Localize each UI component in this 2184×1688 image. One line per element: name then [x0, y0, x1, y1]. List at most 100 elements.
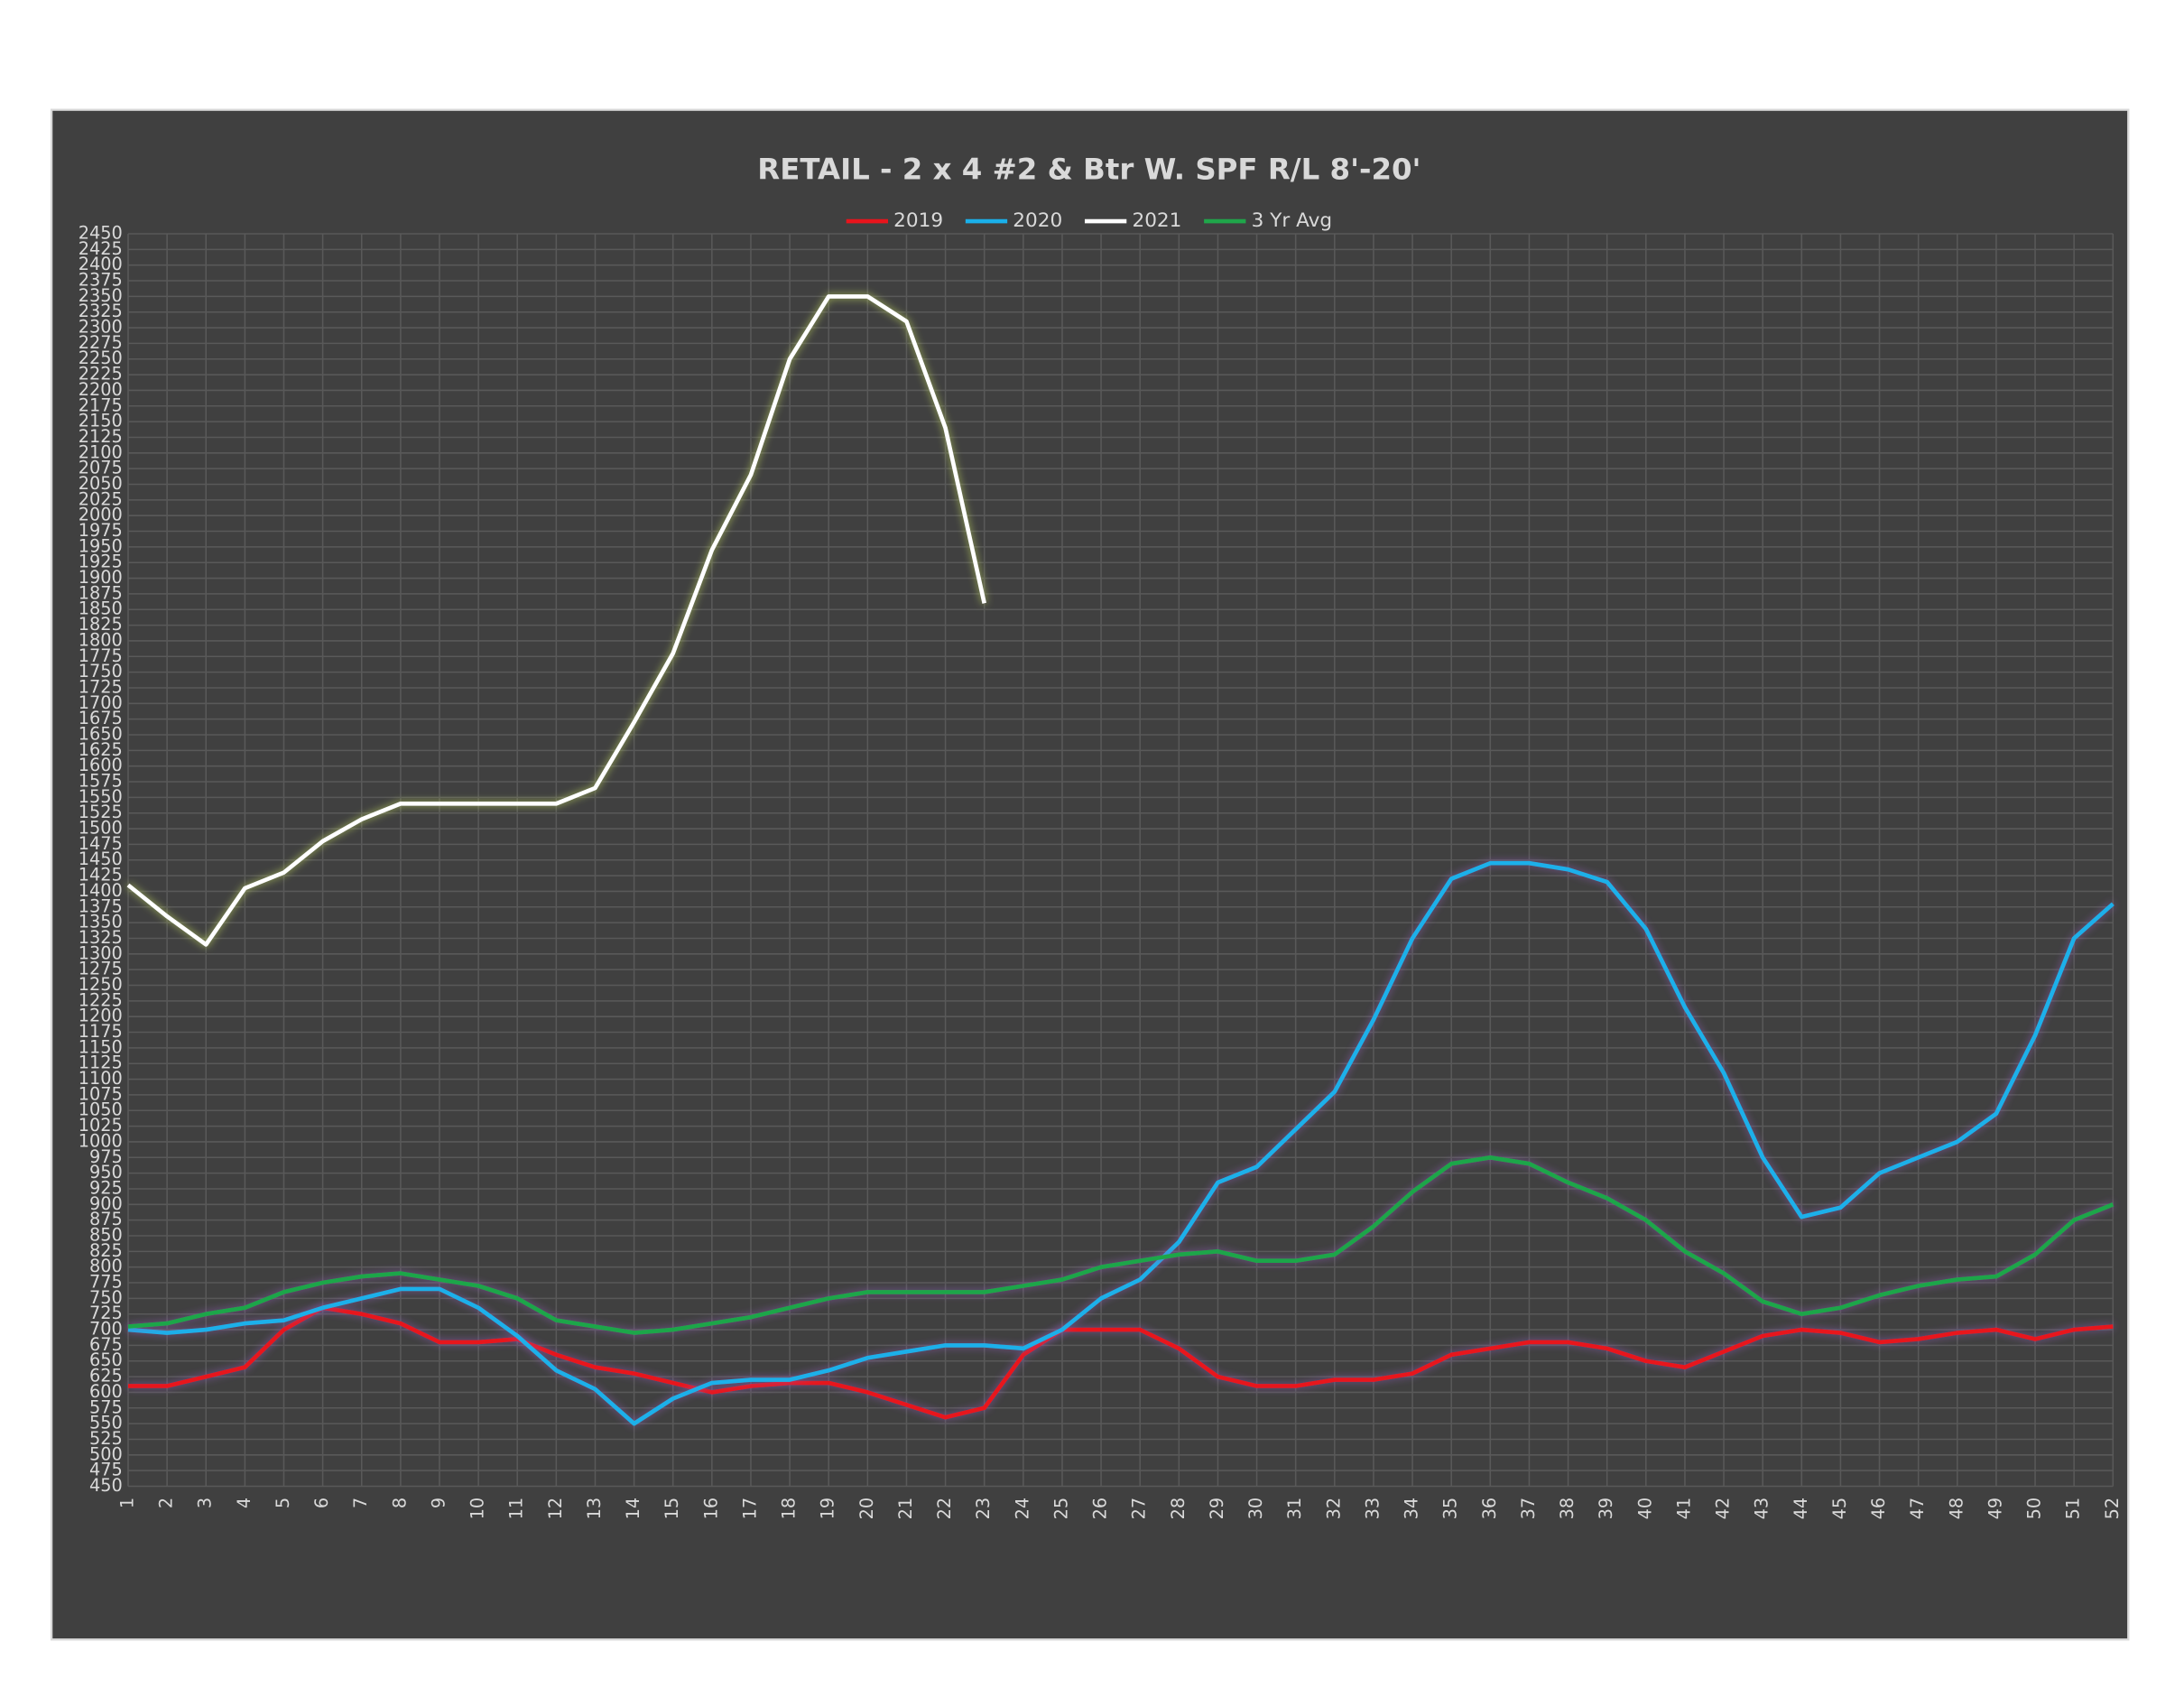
y-tick-label: 1350 [79, 912, 123, 932]
x-tick-label: 13 [584, 1498, 605, 1520]
y-tick-label: 1400 [79, 880, 123, 901]
y-tick-label: 900 [89, 1193, 123, 1214]
legend-label: 3 Yr Avg [1252, 209, 1333, 232]
y-tick-label: 700 [89, 1319, 123, 1340]
x-tick-label: 45 [1829, 1498, 1850, 1520]
y-tick-label: 1550 [79, 786, 123, 807]
x-tick-label: 20 [856, 1498, 877, 1520]
y-tick-label: 1050 [79, 1099, 123, 1120]
y-tick-label: 1525 [79, 802, 123, 822]
x-tick-label: 31 [1284, 1498, 1305, 1520]
y-tick-label: 2025 [79, 488, 123, 509]
y-tick-label: 1200 [79, 1006, 123, 1026]
y-tick-label: 1975 [79, 520, 123, 541]
x-tick-label: 21 [895, 1498, 916, 1520]
x-tick-label: 1 [116, 1498, 137, 1508]
series-line [127, 1155, 2115, 1335]
y-tick-label: 1575 [79, 771, 123, 792]
y-tick-label: 1250 [79, 974, 123, 995]
legend-label: 2019 [893, 209, 943, 232]
x-tick-label: 16 [700, 1498, 721, 1520]
y-tick-label: 475 [89, 1460, 123, 1480]
x-tick-label: 4 [234, 1498, 254, 1508]
y-tick-label: 2325 [79, 301, 123, 321]
x-tick-label: 40 [1634, 1498, 1655, 1520]
y-tick-label: 725 [89, 1303, 123, 1323]
x-tick-label: 37 [1518, 1498, 1539, 1520]
chart-title: RETAIL - 2 x 4 #2 & Btr W. SPF R/L 8'-20… [757, 153, 1421, 187]
x-tick-label: 42 [1713, 1498, 1734, 1520]
x-tick-label: 49 [1985, 1498, 2005, 1520]
y-tick-label: 1950 [79, 535, 123, 556]
y-tick-label: 1125 [79, 1053, 123, 1073]
y-tick-label: 675 [89, 1334, 123, 1355]
x-tick-label: 52 [2102, 1498, 2123, 1520]
series-line [127, 860, 2115, 1426]
y-tick-label: 1375 [79, 895, 123, 916]
x-tick-label: 36 [1479, 1498, 1500, 1520]
y-tick-label: 1800 [79, 629, 123, 650]
x-tick-label: 15 [662, 1498, 682, 1520]
y-tick-label: 450 [89, 1475, 123, 1496]
y-tick-label: 2150 [79, 411, 123, 431]
x-tick-label: 11 [506, 1498, 527, 1520]
y-tick-label: 1000 [79, 1130, 123, 1151]
x-tick-label: 41 [1673, 1498, 1694, 1520]
x-tick-label: 22 [934, 1498, 955, 1520]
x-tick-label: 28 [1168, 1498, 1189, 1520]
y-tick-label: 525 [89, 1428, 123, 1449]
y-tick-label: 800 [89, 1256, 123, 1276]
y-tick-label: 2125 [79, 426, 123, 447]
x-tick-label: 50 [2024, 1498, 2045, 1520]
y-tick-label: 750 [89, 1287, 123, 1308]
y-tick-label: 1500 [79, 818, 123, 839]
x-tick-label: 51 [2063, 1498, 2084, 1520]
y-tick-label: 2250 [79, 348, 123, 368]
x-tick-label: 48 [1946, 1498, 1967, 1520]
x-tick-label: 2 [156, 1498, 177, 1508]
y-tick-label: 1600 [79, 755, 123, 775]
x-tick-label: 46 [1868, 1498, 1889, 1520]
y-tick-label: 1775 [79, 645, 123, 666]
y-tick-label: 2425 [79, 238, 123, 259]
y-tick-label: 775 [89, 1272, 123, 1293]
x-tick-label: 39 [1596, 1498, 1616, 1520]
x-tick-label: 27 [1129, 1498, 1150, 1520]
y-tick-label: 925 [89, 1177, 123, 1198]
y-tick-label: 600 [89, 1381, 123, 1402]
x-tick-label: 18 [779, 1498, 800, 1520]
y-tick-label: 2375 [79, 270, 123, 291]
x-tick-label: 19 [818, 1498, 838, 1520]
x-tick-label: 3 [195, 1498, 216, 1508]
y-tick-label: 2050 [79, 473, 123, 494]
y-tick-label: 875 [89, 1209, 123, 1229]
y-tick-label: 2000 [79, 505, 123, 525]
y-tick-label: 1625 [79, 739, 123, 760]
legend-label: 2020 [1013, 209, 1062, 232]
y-tick-label: 2225 [79, 364, 123, 385]
y-tick-label: 500 [89, 1443, 123, 1464]
y-tick-label: 1325 [79, 927, 123, 948]
x-tick-label: 12 [545, 1498, 566, 1520]
x-tick-label: 10 [467, 1498, 488, 1520]
x-tick-label: 24 [1012, 1498, 1032, 1520]
y-tick-label: 1650 [79, 723, 123, 744]
y-tick-label: 2175 [79, 394, 123, 415]
y-tick-label: 2275 [79, 332, 123, 353]
x-tick-label: 6 [311, 1498, 332, 1508]
y-tick-label: 650 [89, 1349, 123, 1370]
y-tick-label: 625 [89, 1366, 123, 1387]
x-tick-label: 38 [1557, 1498, 1578, 1520]
chart-area [50, 108, 2130, 1641]
y-tick-label: 825 [89, 1240, 123, 1261]
x-tick-label: 32 [1323, 1498, 1344, 1520]
x-tick-label: 7 [350, 1498, 371, 1508]
x-tick-label: 9 [428, 1498, 449, 1508]
y-tick-label: 1475 [79, 833, 123, 854]
series-line [126, 294, 986, 947]
y-tick-label: 1225 [79, 989, 123, 1010]
y-tick-label: 550 [89, 1413, 123, 1433]
x-tick-label: 14 [623, 1498, 643, 1520]
y-tick-label: 1825 [79, 614, 123, 635]
